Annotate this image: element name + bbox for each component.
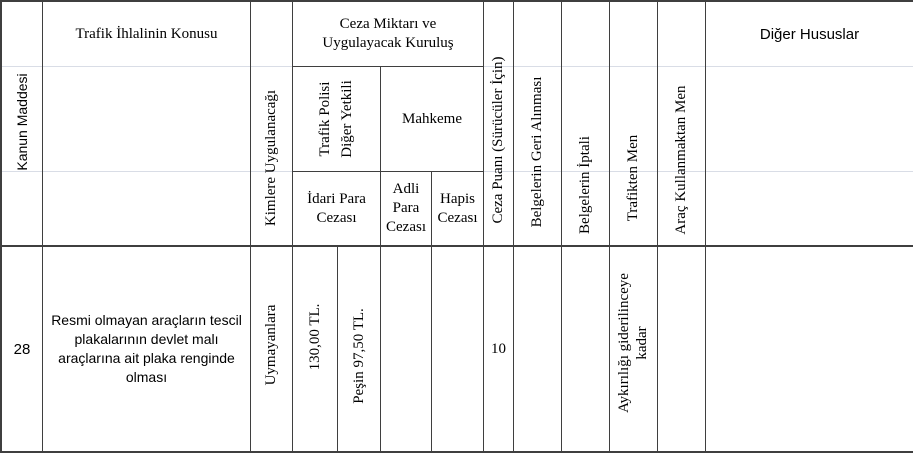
header-admin-fine: İdari Para Cezası [307, 190, 366, 226]
cell-applied-to: Uymayanlara [263, 304, 279, 386]
header-penalty-points: Ceza Puanı (Sürücüler İçin) [490, 56, 506, 224]
header-document-seizure: Belgelerin Geri Alınması [529, 76, 545, 228]
table-border [431, 171, 432, 453]
table-border [657, 0, 658, 453]
cell-admin-fine-cash: Peşin 97,50 TL. [351, 308, 367, 404]
table-border [292, 0, 293, 453]
table-border [483, 0, 484, 453]
header-applied-to: Kimlere Uygulanacağı [263, 89, 279, 227]
header-violation-subject: Trafik İhlalinin Konusu [75, 25, 218, 42]
table-border [513, 0, 514, 453]
table-border [705, 0, 706, 453]
header-traffic-ban: Trafikten Men [625, 134, 641, 222]
table-border [292, 66, 483, 67]
header-judicial-fine: Adli Para Cezası [386, 181, 426, 235]
cell-admin-fine: 130,00 TL. [307, 303, 323, 371]
cell-traffic-ban: Aykırılığı giderilinceye kadar [616, 273, 650, 413]
table-border [337, 246, 338, 453]
header-law-article: Kanun Maddesi [14, 73, 30, 171]
table-border [561, 0, 562, 453]
header-court: Mahkeme [402, 110, 462, 127]
header-other-matters: Diğer Hususlar [759, 25, 860, 43]
table-border [42, 0, 43, 453]
header-document-cancellation: Belgelerin İptali [577, 136, 593, 234]
header-penalty-amount: Ceza Miktarı ve Uygulayacak Kuruluş [322, 16, 454, 51]
table-border [0, 451, 913, 453]
table-border [380, 66, 381, 453]
table-border [0, 245, 913, 247]
cell-penalty-points: 10 [491, 340, 506, 357]
table-border [292, 171, 483, 172]
header-prison: Hapis Cezası [437, 190, 478, 226]
table-border [0, 0, 2, 453]
table-border [0, 0, 913, 2]
header-traffic-police: Trafik Polisi Diğer Yetkili [317, 80, 355, 158]
table-border [250, 0, 251, 453]
table-border [609, 0, 610, 453]
header-vehicle-use-ban: Araç Kullanmaktan Men [673, 85, 689, 235]
cell-article: 28 [13, 340, 31, 358]
cell-violation-subject: Resmi olmayan araçların tescil plakaları… [51, 312, 242, 385]
